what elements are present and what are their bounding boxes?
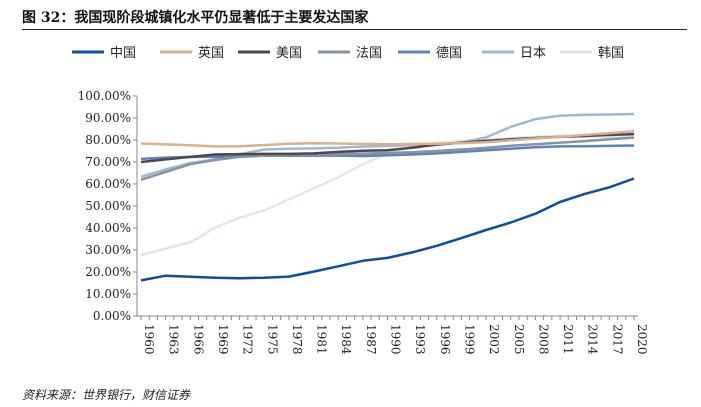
x-tick-label: 2020 xyxy=(635,324,649,355)
x-tick-label: 2005 xyxy=(512,324,526,355)
series-line-1 xyxy=(140,129,635,148)
x-tick-label: 2002 xyxy=(487,324,501,355)
y-tick-label: 70.00% xyxy=(85,155,131,169)
y-tick-label: 10.00% xyxy=(85,287,131,301)
y-tick-label: 100.00% xyxy=(78,89,131,103)
y-tick-label: 0.00% xyxy=(93,309,131,323)
x-tick-label: 1984 xyxy=(339,324,353,355)
x-tick-label: 1978 xyxy=(290,324,304,355)
x-tick-label: 1999 xyxy=(462,324,476,355)
x-tick-label: 1969 xyxy=(216,324,230,355)
source-note: 资料来源：世界银行，财信证券 xyxy=(22,388,191,402)
x-tick-label: 1963 xyxy=(167,324,181,355)
legend-label: 中国 xyxy=(110,46,136,61)
legend-label: 美国 xyxy=(276,46,302,61)
series-line-4 xyxy=(140,144,635,161)
x-tick-label: 1990 xyxy=(389,324,403,355)
series-line-0 xyxy=(140,177,635,282)
y-tick-label: 50.00% xyxy=(85,199,131,213)
y-tick-label: 60.00% xyxy=(85,177,131,191)
y-tick-label: 30.00% xyxy=(85,243,131,257)
y-tick-label: 20.00% xyxy=(85,265,131,279)
x-tick-label: 1960 xyxy=(142,324,156,355)
x-tick-label: 1981 xyxy=(315,324,329,355)
x-tick-label: 1972 xyxy=(241,324,255,355)
y-tick-label: 80.00% xyxy=(85,133,131,147)
legend-label: 法国 xyxy=(356,46,382,61)
x-tick-label: 2014 xyxy=(586,324,600,355)
x-tick-label: 1987 xyxy=(364,324,378,355)
x-tick-label: 2008 xyxy=(536,324,550,355)
legend-label: 韩国 xyxy=(598,46,624,61)
title-divider xyxy=(22,29,687,30)
y-tick-label: 90.00% xyxy=(85,111,131,125)
legend-label: 德国 xyxy=(436,46,462,61)
x-tick-label: 1996 xyxy=(438,324,452,355)
x-tick-label: 2017 xyxy=(610,324,624,355)
legend-label: 日本 xyxy=(520,46,546,61)
y-tick-label: 40.00% xyxy=(85,221,131,235)
figure-title: 图 32：我国现阶段城镇化水平仍显著低于主要发达国家 xyxy=(22,10,369,26)
x-tick-label: 1966 xyxy=(191,324,205,355)
x-tick-label: 2011 xyxy=(561,324,575,355)
series-line-3 xyxy=(140,136,635,181)
legend-label: 英国 xyxy=(198,46,224,61)
x-tick-label: 1975 xyxy=(265,324,279,355)
x-tick-label: 1993 xyxy=(413,324,427,355)
